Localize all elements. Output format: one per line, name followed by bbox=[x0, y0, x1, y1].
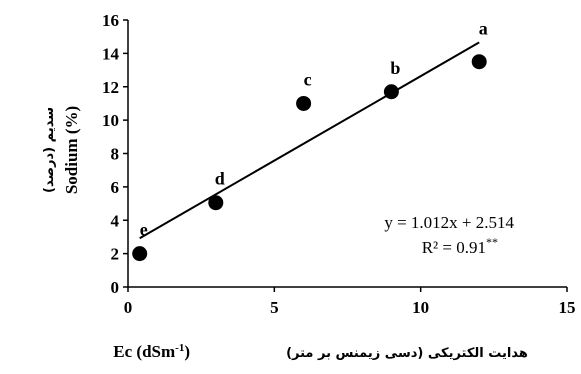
y-tick-label: 6 bbox=[111, 178, 120, 197]
y-tick-label: 14 bbox=[102, 44, 120, 63]
axes bbox=[127, 20, 567, 288]
point-labels: e d c b a bbox=[140, 19, 488, 240]
x-axis-label-superscript: -1 bbox=[175, 342, 184, 354]
data-point bbox=[383, 84, 399, 100]
y-tick-label: 4 bbox=[111, 211, 120, 230]
y-tick-label: 2 bbox=[111, 245, 120, 264]
y-axis-label: Sodium (%) bbox=[62, 106, 81, 194]
x-tick-label: 5 bbox=[270, 298, 279, 317]
x-tick-label: 0 bbox=[124, 298, 133, 317]
y-axis-label-persian: سدیم (درصد) bbox=[42, 107, 57, 193]
r-squared-line: R² = 0.91** bbox=[422, 235, 498, 257]
x-ticks: 0 5 10 15 bbox=[124, 287, 576, 317]
point-label: d bbox=[215, 169, 225, 189]
data-point bbox=[132, 246, 148, 262]
trendline bbox=[139, 41, 480, 240]
data-point bbox=[208, 195, 224, 211]
y-tick-label: 10 bbox=[102, 111, 119, 130]
x-axis-label-close: ) bbox=[184, 342, 190, 361]
point-label: c bbox=[304, 69, 312, 89]
y-tick-label: 8 bbox=[111, 145, 120, 164]
data-points bbox=[132, 54, 487, 262]
r-squared-value: R² = 0.91 bbox=[422, 238, 486, 257]
y-tick-label: 16 bbox=[102, 11, 119, 30]
x-axis-label-persian: هدایت الکتریکی (دسی زیمنس بر متر) bbox=[286, 346, 528, 361]
x-tick-label: 15 bbox=[559, 298, 576, 317]
significance-marker: ** bbox=[486, 235, 498, 249]
data-point bbox=[296, 95, 312, 111]
y-tick-label: 12 bbox=[102, 78, 119, 97]
y-tick-label: 0 bbox=[111, 278, 120, 297]
point-label: e bbox=[140, 220, 148, 240]
x-axis-label-main: Ec (dSm bbox=[113, 342, 175, 361]
x-axis-label: Ec (dSm-1) bbox=[113, 342, 190, 361]
point-label: a bbox=[479, 19, 488, 39]
regression-equation: y = 1.012x + 2.514 bbox=[384, 213, 514, 232]
data-point bbox=[471, 54, 487, 70]
x-tick-label: 10 bbox=[412, 298, 429, 317]
point-label: b bbox=[390, 58, 400, 78]
y-ticks: 0 2 4 6 8 10 12 14 16 bbox=[102, 11, 128, 297]
